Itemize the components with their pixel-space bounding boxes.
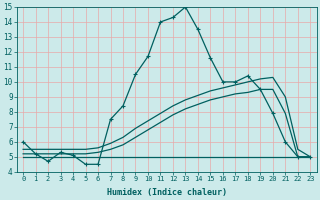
X-axis label: Humidex (Indice chaleur): Humidex (Indice chaleur) xyxy=(107,188,227,197)
